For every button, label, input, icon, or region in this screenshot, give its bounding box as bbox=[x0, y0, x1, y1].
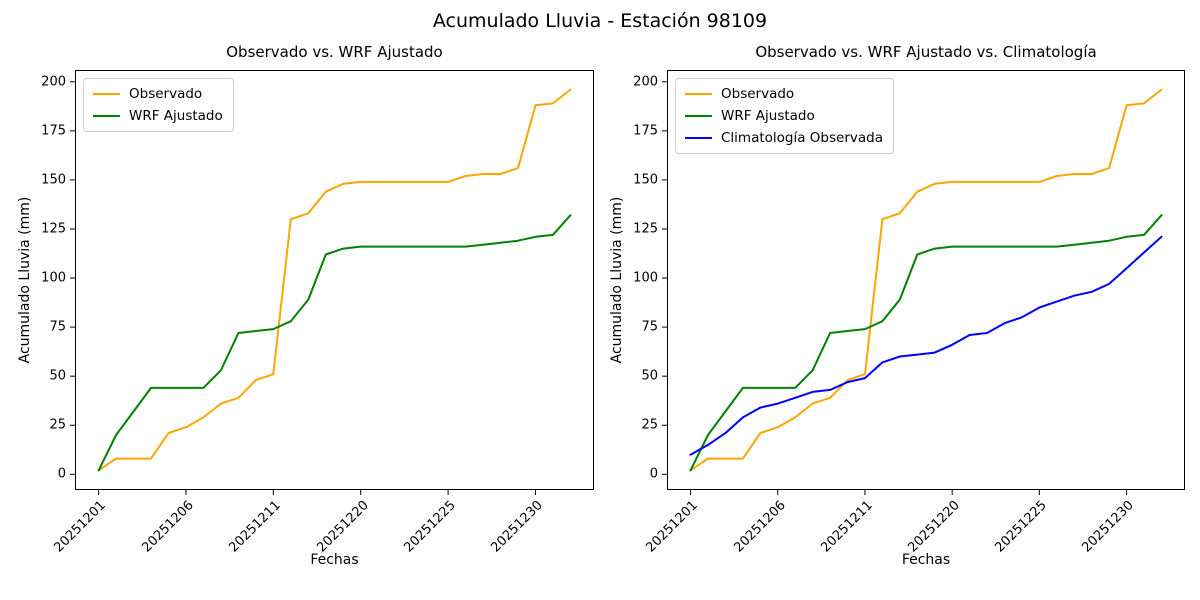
subplot-left: Observado vs. WRF Ajustado Acumulado Llu… bbox=[17, 43, 594, 568]
subplot-right-ylabel: Acumulado Lluvia (mm) bbox=[609, 196, 625, 364]
series-line-wrf-ajustado bbox=[689, 214, 1163, 472]
legend-line-swatch bbox=[93, 115, 120, 117]
legend-item-observado: Observado bbox=[685, 86, 883, 102]
y-tick-label: 75 bbox=[641, 319, 658, 335]
y-tick-label: 150 bbox=[633, 172, 658, 188]
legend: Observado WRF Ajustado bbox=[83, 78, 234, 132]
subplot-right-title: Observado vs. WRF Ajustado vs. Climatolo… bbox=[755, 43, 1097, 61]
subplot-left-xlabel: Fechas bbox=[310, 552, 359, 568]
legend-label: Observado bbox=[129, 86, 203, 102]
legend: Observado WRF Ajustado Climatología Observ… bbox=[675, 78, 894, 154]
axes-frame bbox=[667, 70, 1185, 490]
series-line-observado bbox=[689, 88, 1163, 472]
y-tick-label: 25 bbox=[641, 417, 658, 433]
x-tick-label: 20251211 bbox=[226, 498, 284, 556]
x-tick-label: 20251230 bbox=[488, 498, 547, 556]
y-tick-label: 200 bbox=[633, 74, 658, 90]
subplot-right: Observado vs. WRF Ajustado vs. Climatolo… bbox=[609, 43, 1185, 568]
y-tick-label: 50 bbox=[49, 368, 66, 384]
y-tick-label: 175 bbox=[633, 123, 658, 139]
y-tick-label: 50 bbox=[641, 368, 658, 384]
axes-frame bbox=[75, 70, 594, 490]
y-tick-label: 175 bbox=[41, 123, 66, 139]
x-tick-label: 20251206 bbox=[730, 498, 789, 556]
y-tick-label: 125 bbox=[41, 221, 66, 237]
x-tick-label: 20251225 bbox=[992, 498, 1050, 556]
legend-line-swatch bbox=[93, 93, 120, 95]
y-tick-label: 125 bbox=[633, 221, 658, 237]
series-line-climatologia-observada bbox=[689, 235, 1163, 456]
legend-label: Climatología Observada bbox=[721, 130, 883, 146]
plot-area bbox=[662, 70, 1185, 495]
subplot-left-title: Observado vs. WRF Ajustado bbox=[226, 43, 443, 61]
y-tick-label: 75 bbox=[49, 319, 66, 335]
legend-item-wrf-ajustado: WRF Ajustado bbox=[685, 108, 883, 124]
y-tick-label: 100 bbox=[633, 270, 658, 286]
legend-item-observado: Observado bbox=[93, 86, 223, 102]
y-tick-label: 25 bbox=[49, 417, 66, 433]
subplot-left-ylabel: Acumulado Lluvia (mm) bbox=[17, 196, 33, 364]
y-tick-label: 0 bbox=[649, 466, 658, 482]
x-tick-label: 20251220 bbox=[905, 498, 963, 556]
legend-label: WRF Ajustado bbox=[721, 108, 815, 124]
x-tick-label: 20251201 bbox=[51, 498, 110, 556]
x-tick-label: 20251220 bbox=[313, 498, 372, 556]
legend-line-swatch bbox=[685, 93, 712, 95]
legend-item-climatologia-observada: Climatología Observada bbox=[685, 130, 883, 146]
series-line-wrf-ajustado bbox=[97, 214, 572, 472]
y-tick-label: 150 bbox=[41, 172, 66, 188]
x-tick-label: 20251225 bbox=[401, 498, 459, 556]
series-line-observado bbox=[97, 88, 572, 472]
legend-label: Observado bbox=[721, 86, 795, 102]
figure-title: Acumulado Lluvia - Estación 98109 bbox=[432, 10, 768, 32]
x-tick-label: 20251230 bbox=[1079, 498, 1138, 556]
legend-line-swatch bbox=[685, 137, 712, 139]
x-tick-label: 20251206 bbox=[139, 498, 197, 556]
subplot-right-xlabel: Fechas bbox=[901, 552, 951, 568]
x-tick-label: 20251211 bbox=[818, 498, 876, 556]
x-tick-label: 20251201 bbox=[643, 498, 702, 556]
y-tick-label: 200 bbox=[41, 74, 66, 90]
y-tick-label: 100 bbox=[41, 270, 66, 286]
y-tick-label: 0 bbox=[57, 466, 66, 482]
legend-line-swatch bbox=[685, 115, 712, 117]
legend-item-wrf-ajustado: WRF Ajustado bbox=[93, 108, 223, 124]
legend-label: WRF Ajustado bbox=[129, 108, 223, 124]
plot-area bbox=[70, 70, 594, 495]
